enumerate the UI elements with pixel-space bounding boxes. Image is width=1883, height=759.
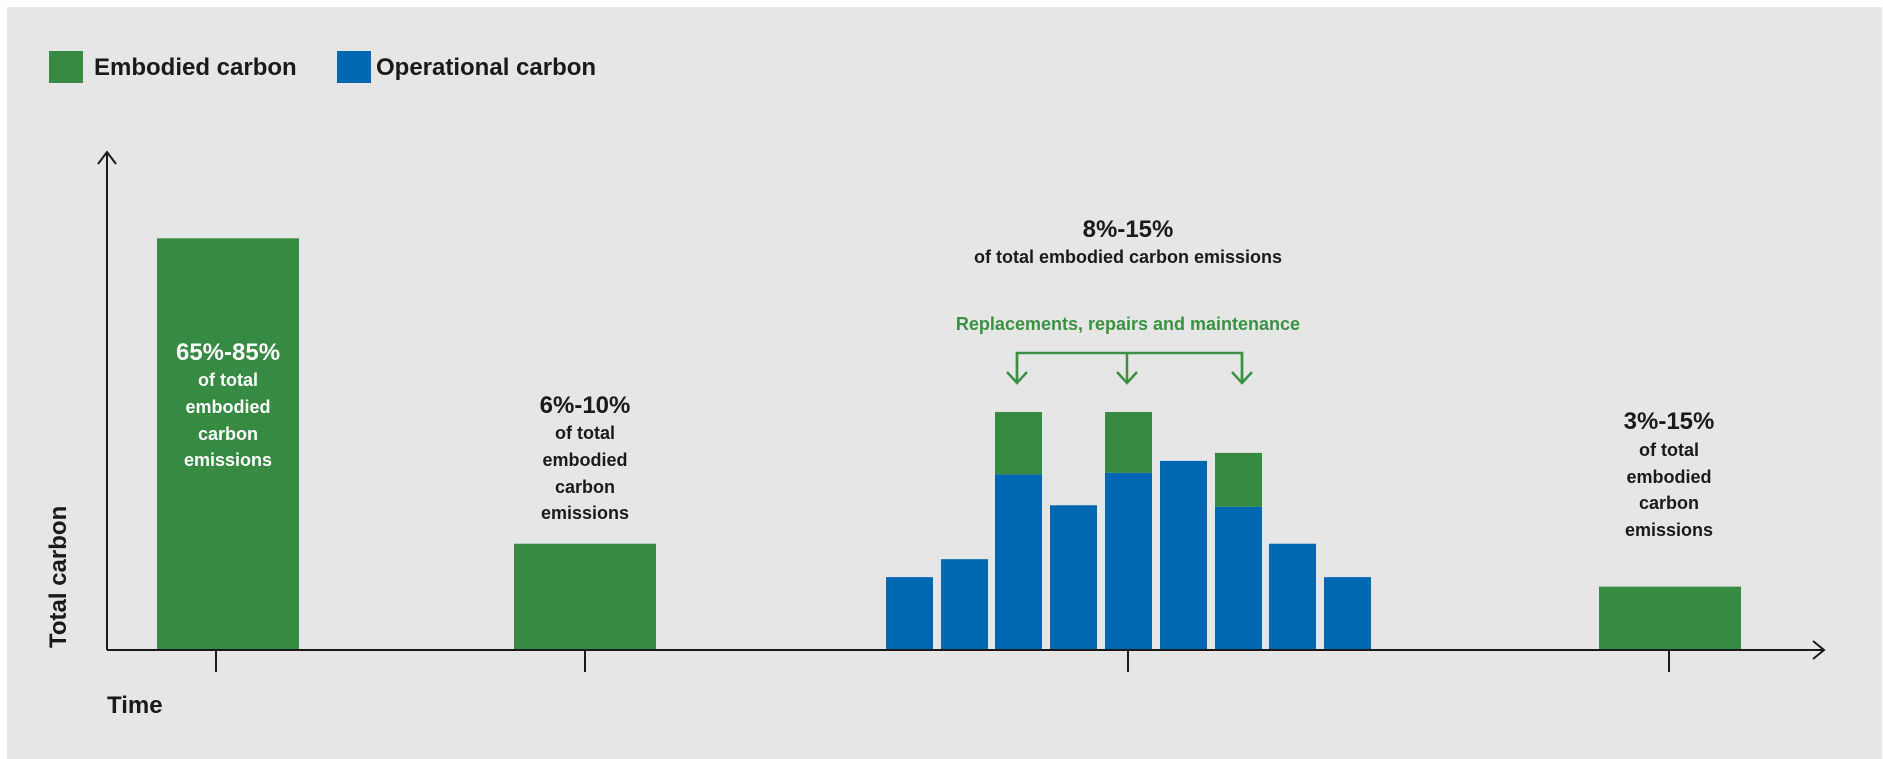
legend-label-operational: Operational carbon (376, 54, 596, 81)
annotation-4-pct: 3%-15% (1624, 408, 1715, 435)
y-axis-arrow (97, 150, 117, 165)
bracket-arrowhead-3 (1231, 371, 1253, 385)
annotation-3-pct: 8%-15% (1083, 216, 1174, 243)
annotation-4-line-1: of total (1639, 440, 1699, 460)
annotation-1-line-1: of total (198, 370, 258, 390)
annotation-2-pct: 6%-10% (540, 392, 631, 419)
bar-7-operational (1105, 472, 1152, 649)
annotation-1-line-4: emissions (184, 450, 272, 470)
annotation-1-line-3: carbon (198, 424, 258, 444)
bracket (1006, 351, 1253, 385)
bar-9-operational (1215, 506, 1262, 649)
bar-4-operational (941, 559, 988, 649)
bracket-arrowhead-2 (1116, 371, 1138, 385)
bar-1-embodied (157, 238, 299, 649)
legend: Embodied carbon Operational carbon (49, 51, 596, 83)
y-axis-label: Total carbon (45, 506, 72, 648)
bar-12-embodied (1599, 586, 1741, 649)
bar-5-operational (995, 474, 1042, 649)
annotation-1-pct: 65%-85% (176, 339, 280, 366)
bar-7-embodied (1105, 411, 1152, 473)
bar-6-operational (1050, 505, 1097, 649)
legend-swatch-embodied (49, 51, 83, 83)
x-axis-label: Time (107, 692, 163, 719)
annotation-2: 6%-10% of total embodied carbon emission… (540, 392, 631, 523)
bar-11-operational (1324, 577, 1371, 649)
annotation-4: 3%-15% of total embodied carbon emission… (1624, 408, 1715, 540)
annotation-2-line-2: embodied (542, 450, 627, 470)
annotation-2-line-3: carbon (555, 477, 615, 497)
bar-2-embodied (514, 543, 656, 649)
bar-5-embodied (995, 411, 1042, 475)
annotation-4-line-3: carbon (1639, 493, 1699, 513)
annotation-2-line-4: emissions (541, 503, 629, 523)
bar-9-embodied (1215, 452, 1262, 507)
annotation-4-line-4: emissions (1625, 520, 1713, 540)
legend-label-embodied: Embodied carbon (94, 54, 297, 81)
bars-group (157, 238, 1741, 649)
x-axis-arrow (1812, 640, 1826, 660)
bracket-label: Replacements, repairs and maintenance (956, 314, 1300, 334)
annotation-3: 8%-15% of total embodied carbon emission… (974, 216, 1282, 267)
annotation-1-line-2: embodied (185, 397, 270, 417)
bracket-arrowhead-1 (1006, 371, 1028, 385)
annotation-4-line-2: embodied (1626, 467, 1711, 487)
axes (97, 150, 1826, 672)
annotation-1: 65%-85% of total embodied carbon emissio… (176, 339, 280, 470)
annotation-3-line-1: of total embodied carbon emissions (974, 247, 1282, 267)
legend-swatch-operational (337, 51, 371, 83)
bar-8-operational (1160, 460, 1207, 649)
bar-3-operational (886, 577, 933, 649)
annotation-2-line-1: of total (555, 423, 615, 443)
bar-10-operational (1269, 543, 1316, 649)
